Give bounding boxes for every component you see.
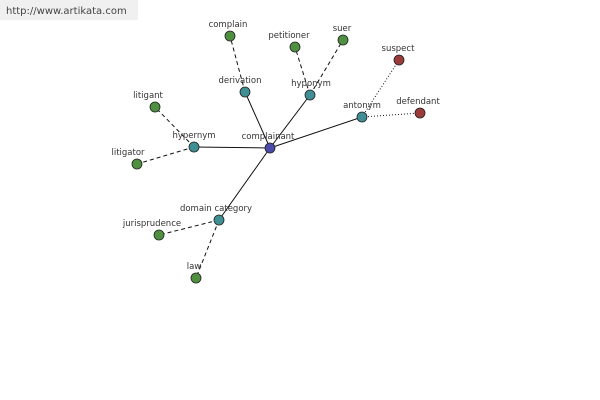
edge	[158, 219, 220, 236]
node[interactable]	[149, 101, 161, 113]
node-label[interactable]: derivation	[218, 76, 261, 86]
edge	[193, 146, 271, 149]
edge	[361, 112, 421, 118]
edge	[294, 46, 311, 96]
edge	[229, 35, 246, 93]
header-bar	[0, 0, 138, 20]
node[interactable]	[224, 30, 236, 42]
node[interactable]	[153, 229, 165, 241]
node-label[interactable]: litigant	[133, 91, 163, 101]
edge	[244, 91, 271, 149]
edge	[361, 59, 400, 118]
edge	[309, 39, 344, 96]
node[interactable]	[188, 141, 200, 153]
edge	[218, 147, 271, 221]
node-label[interactable]: law	[187, 262, 202, 272]
node-label[interactable]: defendant	[396, 97, 440, 107]
node[interactable]	[239, 86, 251, 98]
node-label[interactable]: domain category	[180, 204, 252, 214]
node[interactable]	[356, 111, 368, 123]
edges	[136, 35, 421, 279]
edge	[269, 94, 311, 149]
node[interactable]	[414, 107, 426, 119]
nodes: complainant hypernym derivation hyponym …	[111, 20, 440, 284]
node-label[interactable]: suspect	[382, 44, 416, 54]
node[interactable]	[264, 142, 276, 154]
header-url[interactable]: http://www.artikata.com	[6, 6, 127, 17]
node-label[interactable]: hypernym	[172, 131, 215, 141]
edge	[136, 146, 195, 165]
edge	[269, 116, 363, 149]
node-label[interactable]: antonym	[343, 101, 381, 111]
node-label[interactable]: petitioner	[268, 31, 310, 41]
edge	[154, 106, 195, 148]
node[interactable]	[304, 89, 316, 101]
node[interactable]	[131, 158, 143, 170]
node[interactable]	[337, 34, 349, 46]
edge	[195, 219, 220, 279]
node-label[interactable]: suer	[333, 24, 352, 34]
node[interactable]	[213, 214, 225, 226]
node[interactable]	[289, 41, 301, 53]
node-label[interactable]: litigator	[111, 148, 145, 158]
node-label[interactable]: hyponym	[291, 79, 331, 89]
node[interactable]	[393, 54, 405, 66]
node-label[interactable]: complainant	[242, 132, 295, 142]
node[interactable]	[190, 272, 202, 284]
node-label[interactable]: complain	[209, 20, 248, 30]
node-label[interactable]: jurisprudence	[122, 219, 181, 229]
